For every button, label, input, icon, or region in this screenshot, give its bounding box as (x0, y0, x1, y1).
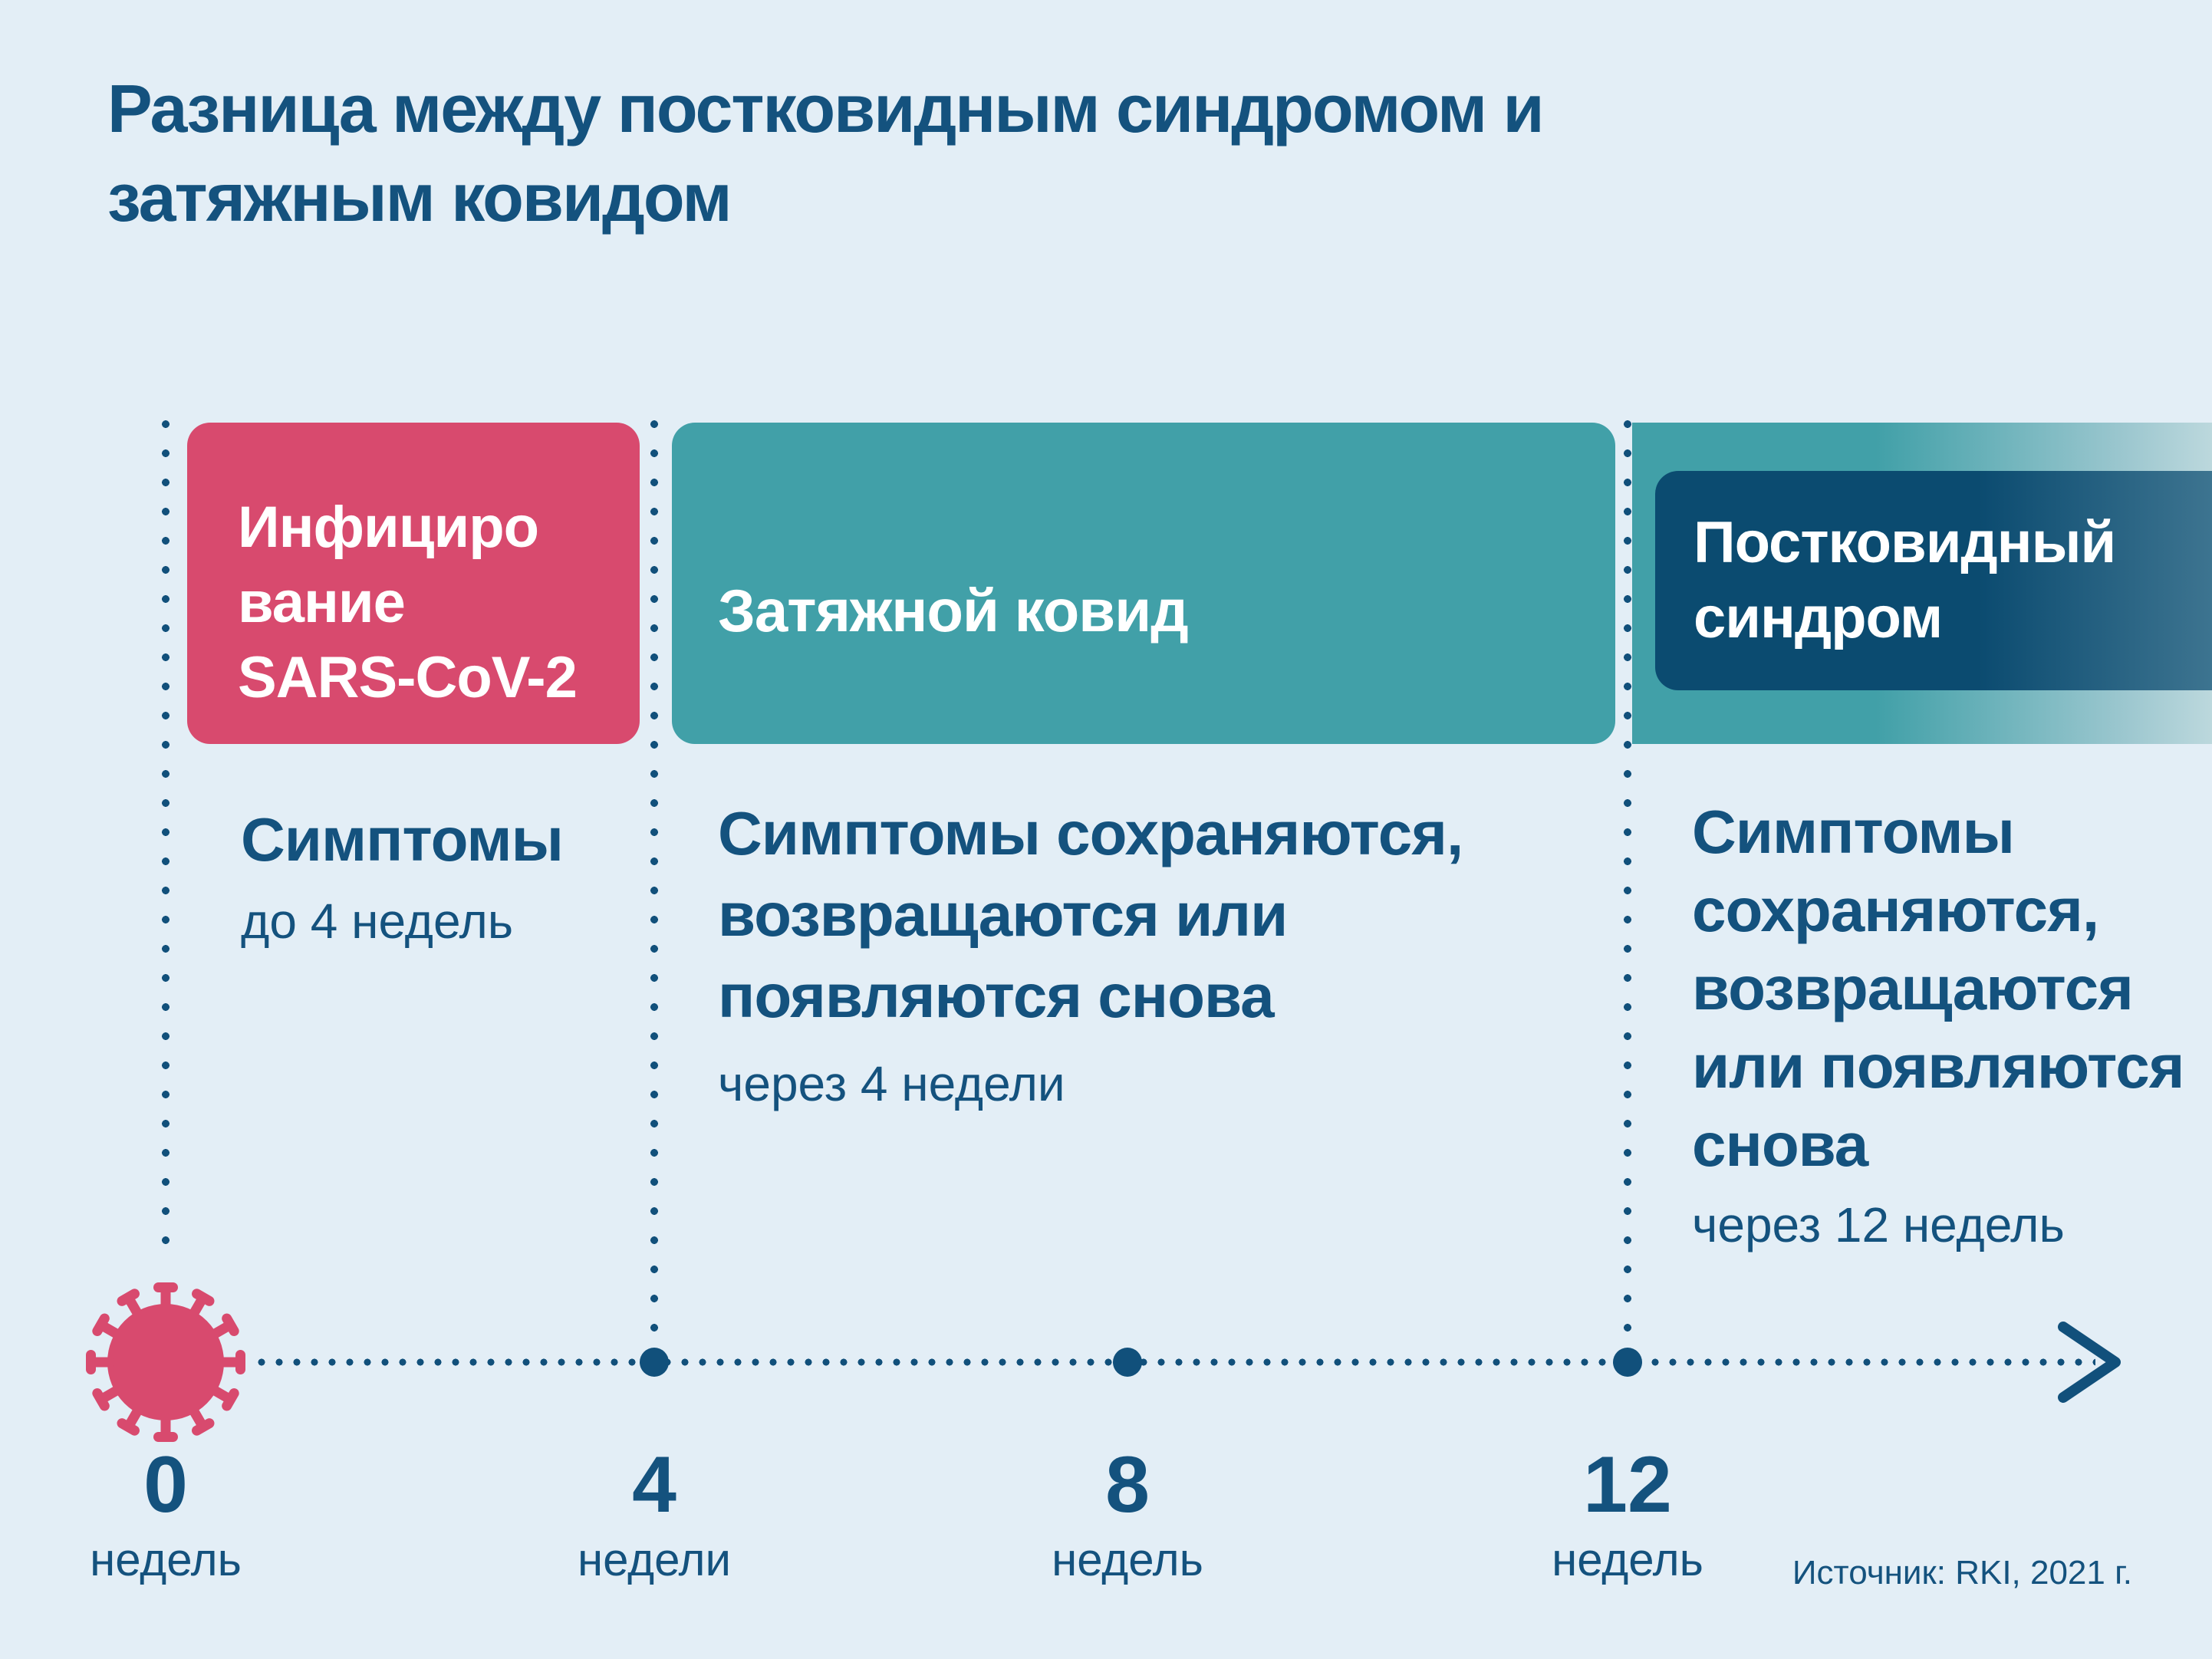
timeline-marker-week4 (640, 1348, 669, 1377)
infection-description-note: до 4 недель (241, 894, 514, 949)
week4-dotted-line (650, 420, 658, 1338)
long-covid-box: Затяжной ковид (672, 423, 1615, 744)
infection-box: Инфициро вание SARS-CoV-2 (187, 423, 640, 744)
tick-week0: 0 недель (12, 1445, 319, 1583)
post-covid-description-line: или появляются (1692, 1032, 2184, 1101)
post-covid-box: Постковидный синдром (1655, 471, 2212, 690)
tick-week4: 4 недели (501, 1445, 808, 1583)
tick-week4-unit: недели (577, 1534, 732, 1585)
tick-week12: 12 недель (1474, 1445, 1781, 1583)
timeline-marker-week12 (1613, 1348, 1642, 1377)
post-covid-box-line-1: Постковидный (1694, 510, 2116, 575)
tick-week12-number: 12 (1583, 1440, 1672, 1529)
week12-dotted-line (1624, 420, 1631, 1338)
post-covid-description-line: возвращаются (1692, 954, 2134, 1022)
post-covid-description-line: сохраняются, (1692, 876, 2099, 944)
post-covid-description-note: через 12 недель (1692, 1197, 2065, 1252)
long-covid-description-line: появляются снова (718, 962, 1275, 1030)
long-covid-box-line-1: Затяжной ковид (718, 576, 1189, 644)
infection-description: Симптомы до 4 недель (241, 799, 701, 950)
week0-dotted-line (162, 420, 170, 1264)
tick-week0-number: 0 (143, 1440, 188, 1529)
long-covid-description-line: возвращаются или (718, 881, 1288, 949)
infection-box-line-2: вание (238, 569, 406, 635)
post-covid-box-line-2: синдром (1694, 585, 1943, 650)
long-covid-description-line: Симптомы сохраняются, (718, 799, 1463, 867)
coronavirus-icon (81, 1278, 250, 1447)
tick-week8-number: 8 (1105, 1440, 1150, 1529)
tick-week8-unit: недель (1052, 1534, 1203, 1585)
source-credit: Источник: RKI, 2021 г. (1792, 1554, 2132, 1592)
long-covid-description-note: через 4 недели (718, 1056, 1065, 1111)
arrow-right-icon (2058, 1322, 2121, 1403)
post-covid-description-line: Симптомы (1692, 798, 2015, 866)
infection-description-line: Симптомы (241, 805, 564, 874)
tick-week8: 8 недель (974, 1445, 1281, 1583)
infection-description-bold: Симптомы (241, 799, 701, 881)
page-title-line-2: затяжным ковидом (107, 160, 732, 235)
tick-week4-number: 4 (632, 1440, 676, 1529)
timeline-marker-week8 (1113, 1348, 1142, 1377)
infection-box-line-3: SARS-CoV-2 (238, 644, 578, 710)
tick-week12-unit: недель (1552, 1534, 1703, 1585)
post-covid-description-bold: Симптомы сохраняются, возвращаются или п… (1692, 793, 2206, 1184)
post-covid-description-line: снова (1692, 1111, 1868, 1179)
long-covid-description: Симптомы сохраняются, возвращаются или п… (718, 793, 1562, 1112)
tick-week0-unit: недель (90, 1534, 242, 1585)
timeline-dotted-line (258, 1358, 2095, 1366)
infection-box-line-1: Инфициро (238, 494, 539, 560)
long-covid-description-bold: Симптомы сохраняются, возвращаются или п… (718, 793, 1562, 1037)
post-covid-description: Симптомы сохраняются, возвращаются или п… (1692, 793, 2206, 1253)
page-title-line-1: Разница между постковидным синдромом и (107, 71, 1545, 146)
page-title: Разница между постковидным синдромом и з… (107, 64, 2117, 242)
